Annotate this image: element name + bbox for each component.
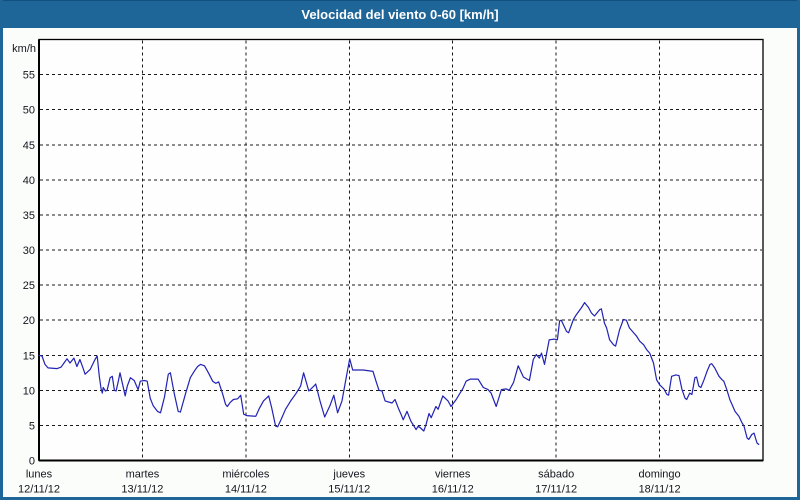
day-date-label: 16/11/12: [432, 484, 474, 496]
svg-text:50: 50: [23, 105, 35, 117]
day-name-label: viernes: [435, 469, 471, 481]
x-axis-labels: lunes 12/11/12 martes 13/11/12 miércoles 14/1…: [18, 469, 681, 496]
day-name-label: lunes: [26, 469, 53, 481]
svg-text:5: 5: [29, 420, 35, 432]
svg-text:35: 35: [23, 210, 35, 222]
y-gridlines: [40, 74, 762, 426]
day-name-label: domingo: [638, 469, 680, 481]
day-name-label: miércoles: [222, 469, 270, 481]
y-axis-unit-label: km/h: [12, 43, 36, 55]
day-date-label: 18/11/12: [639, 484, 681, 496]
wind-speed-chart: 0 5 10 15 20 25 30 35 40 45 50 55 km/h lunes 12/11/12 m…: [12, 38, 764, 496]
svg-text:45: 45: [23, 140, 35, 152]
svg-text:55: 55: [23, 70, 35, 82]
day-date-label: 13/11/12: [121, 484, 163, 496]
day-date-label: 17/11/12: [535, 484, 577, 496]
day-name-label: sábado: [538, 469, 574, 481]
svg-text:0: 0: [29, 456, 35, 468]
svg-text:20: 20: [23, 315, 35, 327]
wind-speed-line: [38, 302, 760, 445]
day-name-label: jueves: [332, 469, 365, 481]
window-title: Velocidad del viento 0-60 [km/h]: [301, 7, 499, 22]
day-name-label: martes: [126, 469, 160, 481]
day-date-label: 15/11/12: [328, 484, 370, 496]
y-axis-labels: 0 5 10 15 20 25 30 35 40 45 50 55: [23, 70, 35, 468]
svg-text:30: 30: [23, 245, 35, 257]
svg-text:10: 10: [23, 385, 35, 397]
svg-text:25: 25: [23, 280, 35, 292]
day-date-label: 12/11/12: [18, 484, 60, 496]
window-title-bar: Velocidad del viento 0-60 [km/h]: [0, 0, 800, 28]
x-gridlines: [141, 40, 661, 460]
day-date-label: 14/11/12: [225, 484, 267, 496]
svg-text:40: 40: [23, 175, 35, 187]
svg-text:15: 15: [23, 350, 35, 362]
